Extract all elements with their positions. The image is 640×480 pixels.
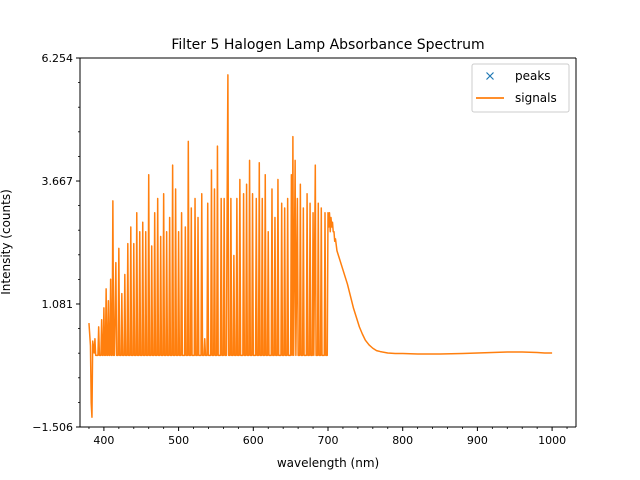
y-tick-label: −1.506: [32, 421, 73, 434]
y-tick-label: 6.254: [42, 52, 74, 65]
x-axis-ticks: 400 500 600 700 800 900 1000: [88, 427, 568, 447]
x-tick-label: 800: [392, 434, 413, 447]
legend: peaks signals: [471, 63, 570, 113]
x-tick-label: 900: [467, 434, 488, 447]
x-tick-label: 500: [168, 434, 189, 447]
x-tick-label: 1000: [538, 434, 566, 447]
y-tick-label: 1.081: [42, 298, 74, 311]
series-layer: [88, 74, 553, 418]
y-tick-label: 3.667: [42, 175, 74, 188]
x-tick-label: 600: [243, 434, 264, 447]
series-line-signals: [88, 74, 553, 418]
legend-entries: peaks signals: [476, 69, 557, 105]
legend-label: signals: [515, 91, 557, 105]
chart-title: Filter 5 Halogen Lamp Absorbance Spectru…: [171, 37, 484, 53]
y-axis-ticks: −1.506 1.081 3.667 6.254: [32, 52, 80, 434]
x-axis-label: wavelength (nm): [277, 456, 379, 470]
x-tick-label: 700: [318, 434, 339, 447]
y-axis-label: Intensity (counts): [0, 189, 13, 295]
legend-label: peaks: [515, 69, 551, 83]
legend-marker-x: [486, 72, 494, 80]
legend-box: [471, 63, 570, 113]
x-tick-label: 400: [93, 434, 114, 447]
